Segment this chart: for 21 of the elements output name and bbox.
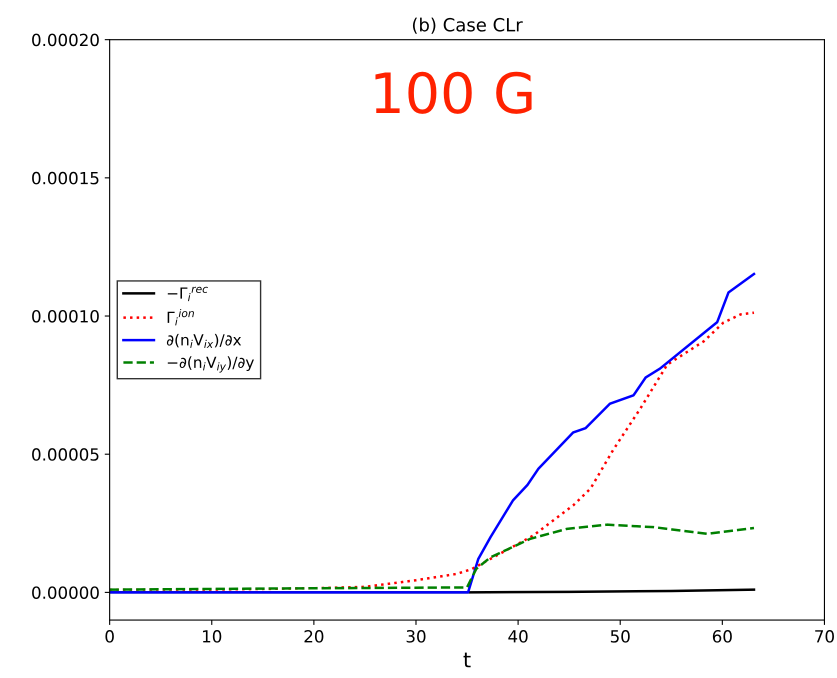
x-tick-label: 40 [508,630,528,643]
line-series [110,523,756,591]
legend-label: −∂(n$_{i}$V$_{iy}$)/∂y [168,356,254,373]
x-tick-label: 10 [202,630,222,643]
annotation: 100 G [375,72,532,114]
y-tick-label: 0.00020 [32,34,99,46]
y-tick-label: 0.00005 [32,448,98,461]
x-tick-label: 20 [304,630,324,643]
legend-label: Γ$_{i}$$^{ion}$ [168,308,194,326]
y-tick-label: 0.00000 [32,586,99,599]
y-tick-label: 0.00010 [32,310,99,323]
y-tick-label: 0.00015 [32,172,98,184]
x-tick-label: 50 [610,630,630,643]
chart-title: (b) Case CLr [412,18,523,34]
legend-label: ∂(n$_{i}$V$_{ix}$)/∂x [166,334,242,348]
legend-label: −Γ$_{i}$$^{rec}$ [168,286,208,302]
x-tick-label: 0 [105,630,114,643]
x-tick-label: 70 [815,630,834,643]
x-tick-label: 60 [712,630,732,643]
x-axis-title: t [464,652,471,668]
x-tick-label: 30 [406,630,426,643]
